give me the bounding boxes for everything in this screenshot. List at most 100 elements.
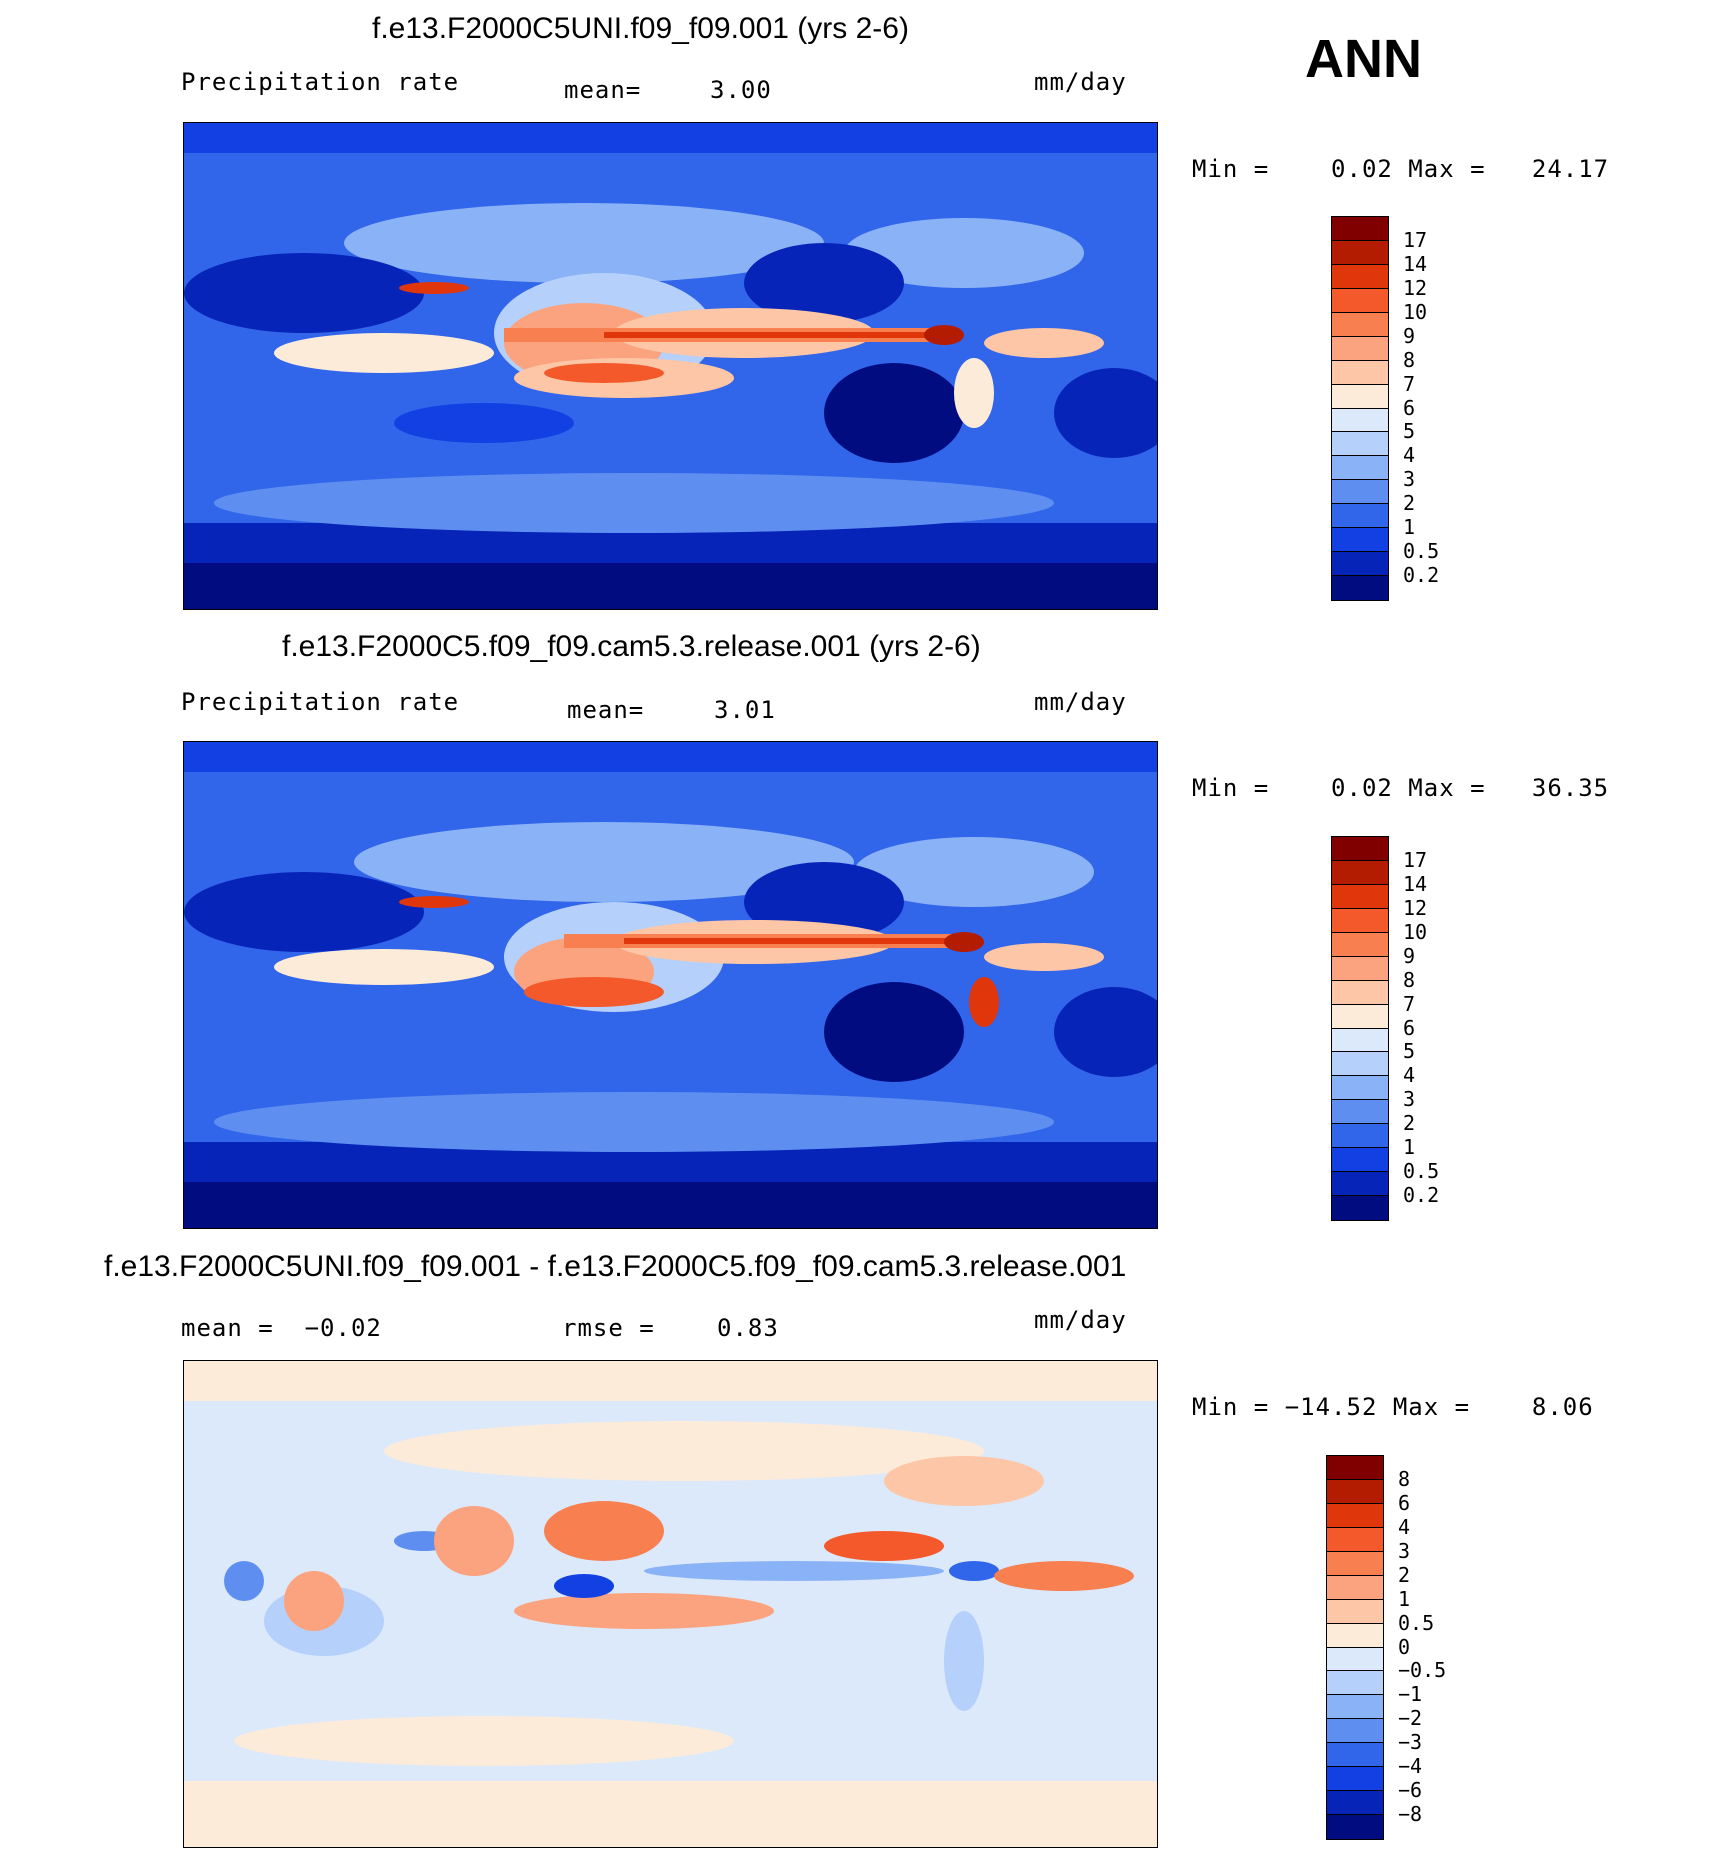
colorbar-label: 12 [1403,895,1428,920]
colorbar-swatch [1332,336,1388,361]
colorbar-label: 10 [1403,299,1428,324]
colorbar-swatch [1332,908,1388,933]
colorbar-swatch [1332,312,1388,337]
colorbar-swatch [1332,288,1388,313]
panel-3-map-field [184,1361,1157,1847]
panel-3-colorbar [1326,1455,1384,1840]
colorbar-label: 3 [1403,1087,1416,1112]
colorbar-swatch [1327,1551,1383,1576]
colorbar-swatch [1332,1148,1388,1173]
colorbar-swatch [1332,432,1388,457]
colorbar-label: 8 [1398,1466,1411,1491]
panel-2-colorbar-labels: 17 14 12 10 9 8 7 6 5 4 3 2 1 0.5 0.2 [1403,836,1483,1221]
colorbar-swatch [1332,240,1388,265]
colorbar-label: −1 [1398,1682,1423,1707]
colorbar-label: 0 [1398,1634,1411,1659]
season-label: ANN [1305,29,1422,89]
colorbar-swatch [1327,1623,1383,1648]
colorbar-label: 6 [1398,1490,1411,1515]
panel-1-map-field [184,123,1157,609]
panel-2-map [183,741,1158,1229]
colorbar-label: −3 [1398,1730,1423,1755]
colorbar-label: 0.2 [1403,1183,1440,1208]
colorbar-label: 4 [1403,1063,1416,1088]
colorbar-swatch [1332,1124,1388,1149]
panel-1-mean-value: 3.00 [710,76,772,104]
colorbar-label: 0.2 [1403,563,1440,588]
colorbar-swatch [1327,1719,1383,1744]
colorbar-label: 4 [1398,1514,1411,1539]
colorbar-label: 6 [1403,395,1416,420]
colorbar-label: 9 [1403,323,1416,348]
colorbar-swatch [1327,1479,1383,1504]
colorbar-label: −6 [1398,1778,1423,1803]
colorbar-swatch [1332,264,1388,289]
colorbar-label: 2 [1403,1111,1416,1136]
colorbar-swatch [1327,1791,1383,1816]
colorbar-swatch [1332,860,1388,885]
colorbar-label: 14 [1403,871,1428,896]
colorbar-label: 3 [1398,1538,1411,1563]
colorbar-label: 8 [1403,347,1416,372]
colorbar-swatch [1332,552,1388,577]
colorbar-swatch [1332,360,1388,385]
colorbar-swatch [1332,884,1388,909]
colorbar-swatch [1327,1767,1383,1792]
colorbar-swatch [1332,1052,1388,1077]
panel-3-rmse-label: rmse = [562,1314,655,1342]
colorbar-label: 7 [1403,991,1416,1016]
panel-2-title: f.e13.F2000C5.f09_f09.cam5.3.release.001… [282,630,981,663]
colorbar-label: 2 [1398,1562,1411,1587]
colorbar-swatch [1332,932,1388,957]
colorbar-swatch [1332,1004,1388,1029]
colorbar-label: −0.5 [1398,1658,1447,1683]
panel-2-variable-label: Precipitation rate [181,688,460,716]
colorbar-swatch [1327,1695,1383,1720]
colorbar-label: 17 [1403,847,1428,872]
panel-2-mean-value: 3.01 [714,696,776,724]
panel-1-variable-label: Precipitation rate [181,68,460,96]
panel-1-colorbar-labels: 17 14 12 10 9 8 7 6 5 4 3 2 1 0.5 0.2 [1403,216,1483,601]
panel-1-colorbar [1331,216,1389,601]
colorbar-swatch [1327,1671,1383,1696]
colorbar-swatch [1327,1647,1383,1672]
panel-1-map [183,122,1158,610]
colorbar-label: 5 [1403,419,1416,444]
colorbar-swatch [1332,1100,1388,1125]
colorbar-swatch [1332,480,1388,505]
colorbar-label: 14 [1403,251,1428,276]
colorbar-label: −8 [1398,1802,1423,1827]
colorbar-label: 5 [1403,1039,1416,1064]
colorbar-swatch [1332,1076,1388,1101]
colorbar-swatch [1332,456,1388,481]
colorbar-swatch [1332,837,1388,861]
panel-3-title: f.e13.F2000C5UNI.f09_f09.001 - f.e13.F20… [104,1250,1127,1283]
colorbar-swatch [1327,1527,1383,1552]
panel-2-minmax: Min = 0.02 Max = 36.35 [1192,774,1610,802]
colorbar-swatch [1327,1815,1383,1839]
colorbar-swatch [1332,528,1388,553]
colorbar-swatch [1332,217,1388,241]
colorbar-label: 2 [1403,491,1416,516]
colorbar-swatch [1332,408,1388,433]
colorbar-swatch [1332,1172,1388,1197]
panel-2-map-field [184,742,1157,1228]
panel-2-colorbar [1331,836,1389,1221]
colorbar-label: −4 [1398,1754,1423,1779]
panel-2-units: mm/day [1034,688,1127,716]
colorbar-label: −2 [1398,1706,1423,1731]
panel-3-rmse-value: 0.83 [717,1314,779,1342]
panel-3-minmax: Min = −14.52 Max = 8.06 [1192,1393,1594,1421]
colorbar-label: 9 [1403,943,1416,968]
panel-1-title: f.e13.F2000C5UNI.f09_f09.001 (yrs 2-6) [372,12,909,45]
colorbar-label: 10 [1403,919,1428,944]
colorbar-label: 3 [1403,467,1416,492]
panel-2-mean-label: mean= [567,696,645,724]
colorbar-label: 0.5 [1398,1610,1435,1635]
colorbar-label: 1 [1398,1586,1411,1611]
colorbar-swatch [1332,1196,1388,1220]
colorbar-label: 17 [1403,227,1428,252]
colorbar-swatch [1332,956,1388,981]
colorbar-label: 6 [1403,1015,1416,1040]
panel-3-units: mm/day [1034,1306,1127,1334]
